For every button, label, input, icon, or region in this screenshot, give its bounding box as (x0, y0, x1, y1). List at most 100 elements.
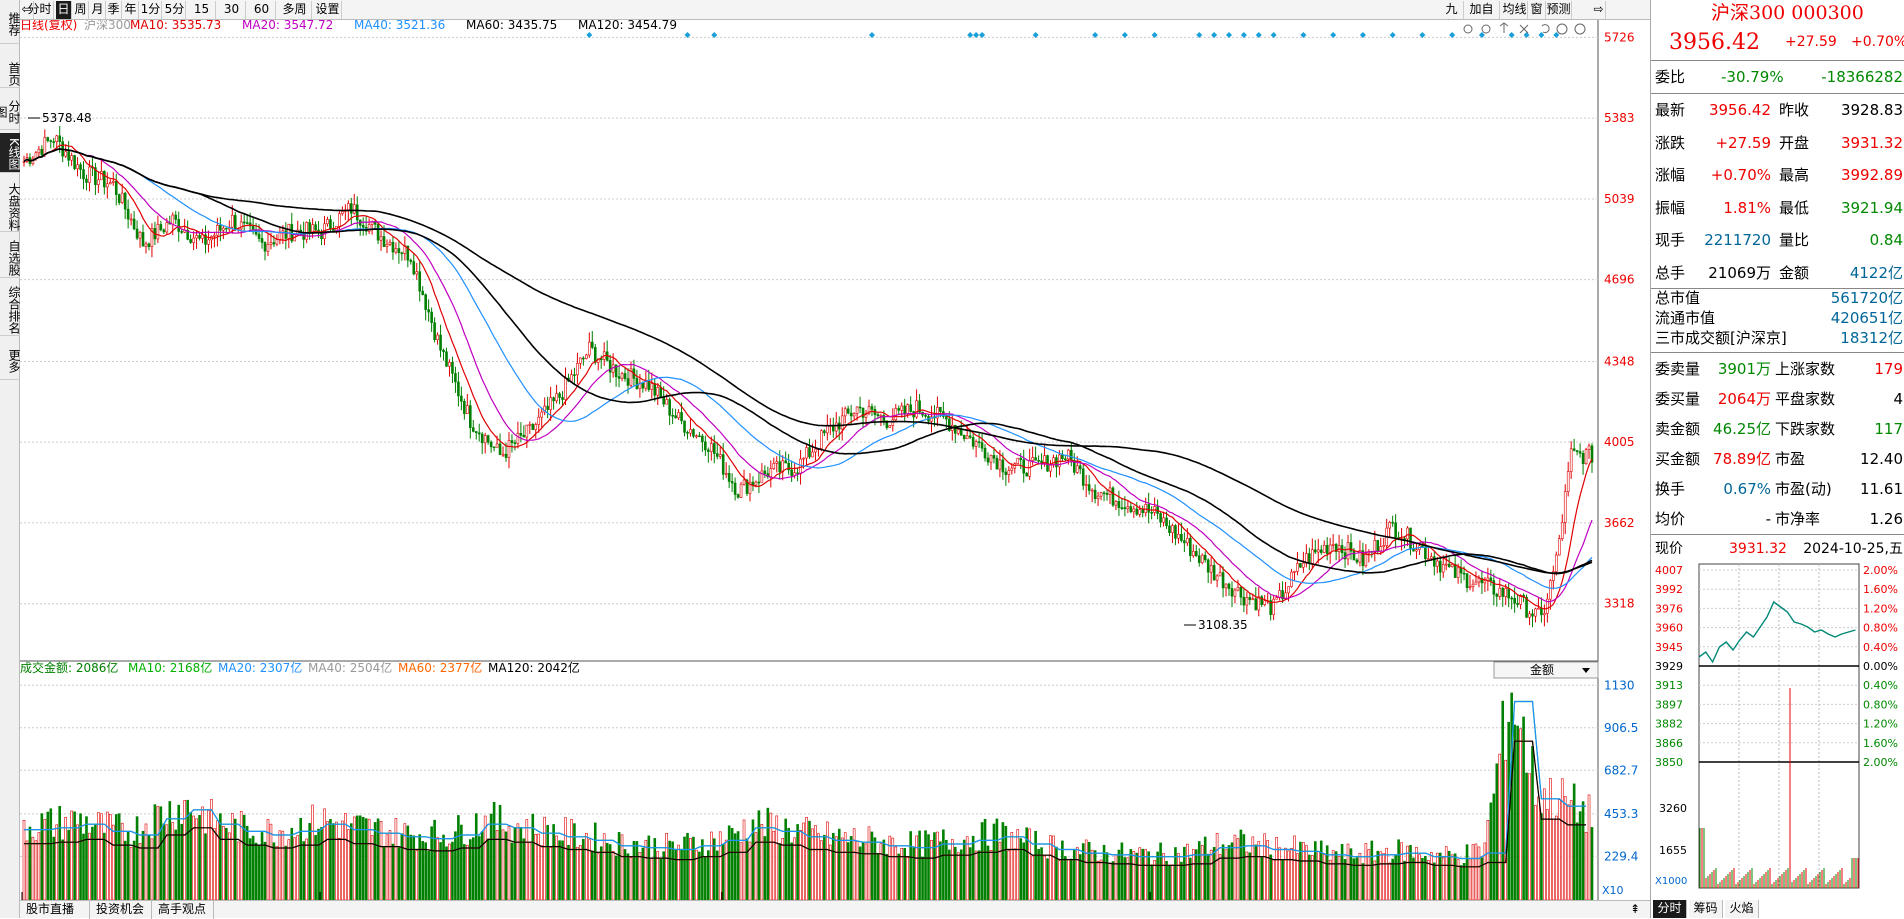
volume-bar (106, 811, 109, 900)
sidebar-tab-0[interactable]: 推荐 (0, 2, 21, 44)
sidebar-tab-4[interactable]: 大盘资料 (0, 180, 21, 232)
candle-body (959, 429, 963, 436)
candle-body (564, 377, 567, 400)
volume-bar (1483, 842, 1487, 900)
volume-bar (1355, 857, 1359, 900)
toolbar-item-9[interactable]: 30分 (218, 1, 246, 33)
candle-body (742, 479, 746, 485)
intraday-chart[interactable]: 4007 2.00% 3992 1.60% 3976 1.20% 3960 0.80% 3945… (1651, 562, 1904, 902)
toolbar-right-4[interactable]: 预测 (1546, 1, 1572, 19)
volume-bar (1325, 845, 1329, 900)
low-annotation: 3108.35 (1184, 618, 1248, 632)
candle-body (1117, 501, 1121, 508)
candle-body (406, 245, 410, 261)
toolbar-item-2[interactable]: 周 (73, 1, 89, 19)
volume-bar (486, 838, 490, 900)
panel-tab-0[interactable]: 分时 (1653, 900, 1687, 918)
volume-bar (388, 830, 392, 900)
volume-bar (216, 820, 219, 900)
volume-type-select[interactable]: 金额 (1493, 661, 1599, 679)
bottom-tab-2[interactable]: 高手观点 (152, 901, 214, 919)
kline-chart[interactable]: 日线(复权) 沪深300 MA10: 3535.73 MA20: 3547.72 M… (20, 20, 1660, 900)
candle-body (355, 204, 359, 221)
candle-body (707, 449, 710, 452)
toolbar-item-4[interactable]: 季 (106, 1, 122, 19)
candle-body (1120, 507, 1124, 509)
sidebar-tab-6[interactable]: 综合排名 (0, 282, 21, 336)
volume-bar (537, 833, 541, 900)
panel-tab-2[interactable]: 火焰 (1725, 900, 1759, 918)
volume-bar (1034, 830, 1037, 900)
sidebar-tab-5[interactable]: 自选股 (0, 236, 21, 278)
toolbar-item-3[interactable]: 月 (90, 1, 106, 19)
volume-bar (1319, 840, 1323, 900)
toolbar-right-2[interactable]: 均线 (1502, 1, 1528, 19)
candle-body (939, 407, 942, 412)
panel-tab-1[interactable]: 筹码 (1689, 900, 1723, 918)
volume-bar (254, 842, 258, 900)
chart-tool-icons[interactable] (1463, 22, 1586, 35)
toolbar-item-5[interactable]: 年 (123, 1, 139, 19)
volume-bar (466, 844, 469, 900)
candle-body (1299, 563, 1302, 568)
bottom-tab-1[interactable]: 投资机会 (90, 901, 152, 919)
volume-bar (335, 821, 338, 900)
toolbar-item-12[interactable]: 设置 (314, 1, 342, 19)
candle-body (477, 432, 481, 435)
candle-body (287, 223, 291, 239)
candle-body (427, 309, 430, 313)
candle-body (76, 164, 79, 170)
candle-body (930, 416, 933, 422)
volume-bar (626, 853, 630, 900)
candle-body (257, 233, 261, 239)
candle-body (1090, 489, 1094, 492)
candle-body (108, 182, 112, 185)
toolbar-item-8[interactable]: 15分 (188, 1, 216, 33)
candle-body (1352, 550, 1356, 561)
volume-bar (983, 818, 987, 900)
mini-vol-tick: 1655 (1659, 844, 1687, 857)
candle-body (510, 440, 514, 443)
volume-bar (195, 818, 198, 900)
volume-bar (692, 836, 695, 900)
sidebar-tab-2[interactable]: 分时图 (0, 92, 21, 130)
candle-body (177, 219, 181, 232)
candle-body (614, 364, 618, 377)
toolbar-item-1[interactable]: 日 (56, 1, 72, 19)
vol-legend-item: MA20: 2307亿 (218, 660, 302, 675)
sidebar-tab-1[interactable]: 首页 (0, 58, 21, 88)
signal-marker (1389, 32, 1396, 38)
volume-bar (707, 850, 710, 900)
svg-text:金额: 金额 (1530, 662, 1554, 677)
candle-body (1245, 597, 1249, 606)
toolbar-item-10[interactable]: 60分 (248, 1, 276, 33)
candle-body (1081, 468, 1085, 486)
bottom-tab-0[interactable]: 股市直播 (20, 901, 90, 919)
toolbar-right-1[interactable]: 加自选 (1464, 1, 1500, 33)
candle-body (1430, 556, 1433, 559)
signal-marker (1151, 32, 1158, 38)
candle-body (1480, 578, 1484, 584)
volume-bar (1400, 842, 1403, 900)
volume-bar (1061, 840, 1064, 900)
collapse-right-icon[interactable]: ⇨ (1592, 1, 1606, 19)
sidebar-tab-3[interactable]: K线图 (0, 133, 21, 173)
toolbar-item-6[interactable]: 1分 (140, 1, 162, 19)
volume-bar (281, 830, 285, 900)
volume-bar (1075, 847, 1079, 900)
toolbar-right-3[interactable]: 窗 (1528, 1, 1546, 19)
toolbar-right-0[interactable]: 九转 (1440, 1, 1464, 33)
scroll-top-icon[interactable]: ⇞ (1630, 902, 1641, 916)
toolbar-item-7[interactable]: 5分 (164, 1, 186, 19)
collapse-left-icon[interactable]: ⇦ (20, 1, 34, 19)
volume-bar (1504, 759, 1508, 900)
sidebar-tab-7[interactable]: 更多 (0, 340, 21, 380)
candle-body (1450, 563, 1454, 567)
mini-right-tick: 0.40% (1863, 641, 1898, 654)
toolbar-item-11[interactable]: 多周期 (278, 1, 312, 33)
volume-bar (501, 829, 505, 900)
volume-bar (219, 813, 222, 900)
volume-bar (784, 818, 787, 900)
volume-bar (894, 846, 898, 900)
candle-body (49, 140, 53, 142)
